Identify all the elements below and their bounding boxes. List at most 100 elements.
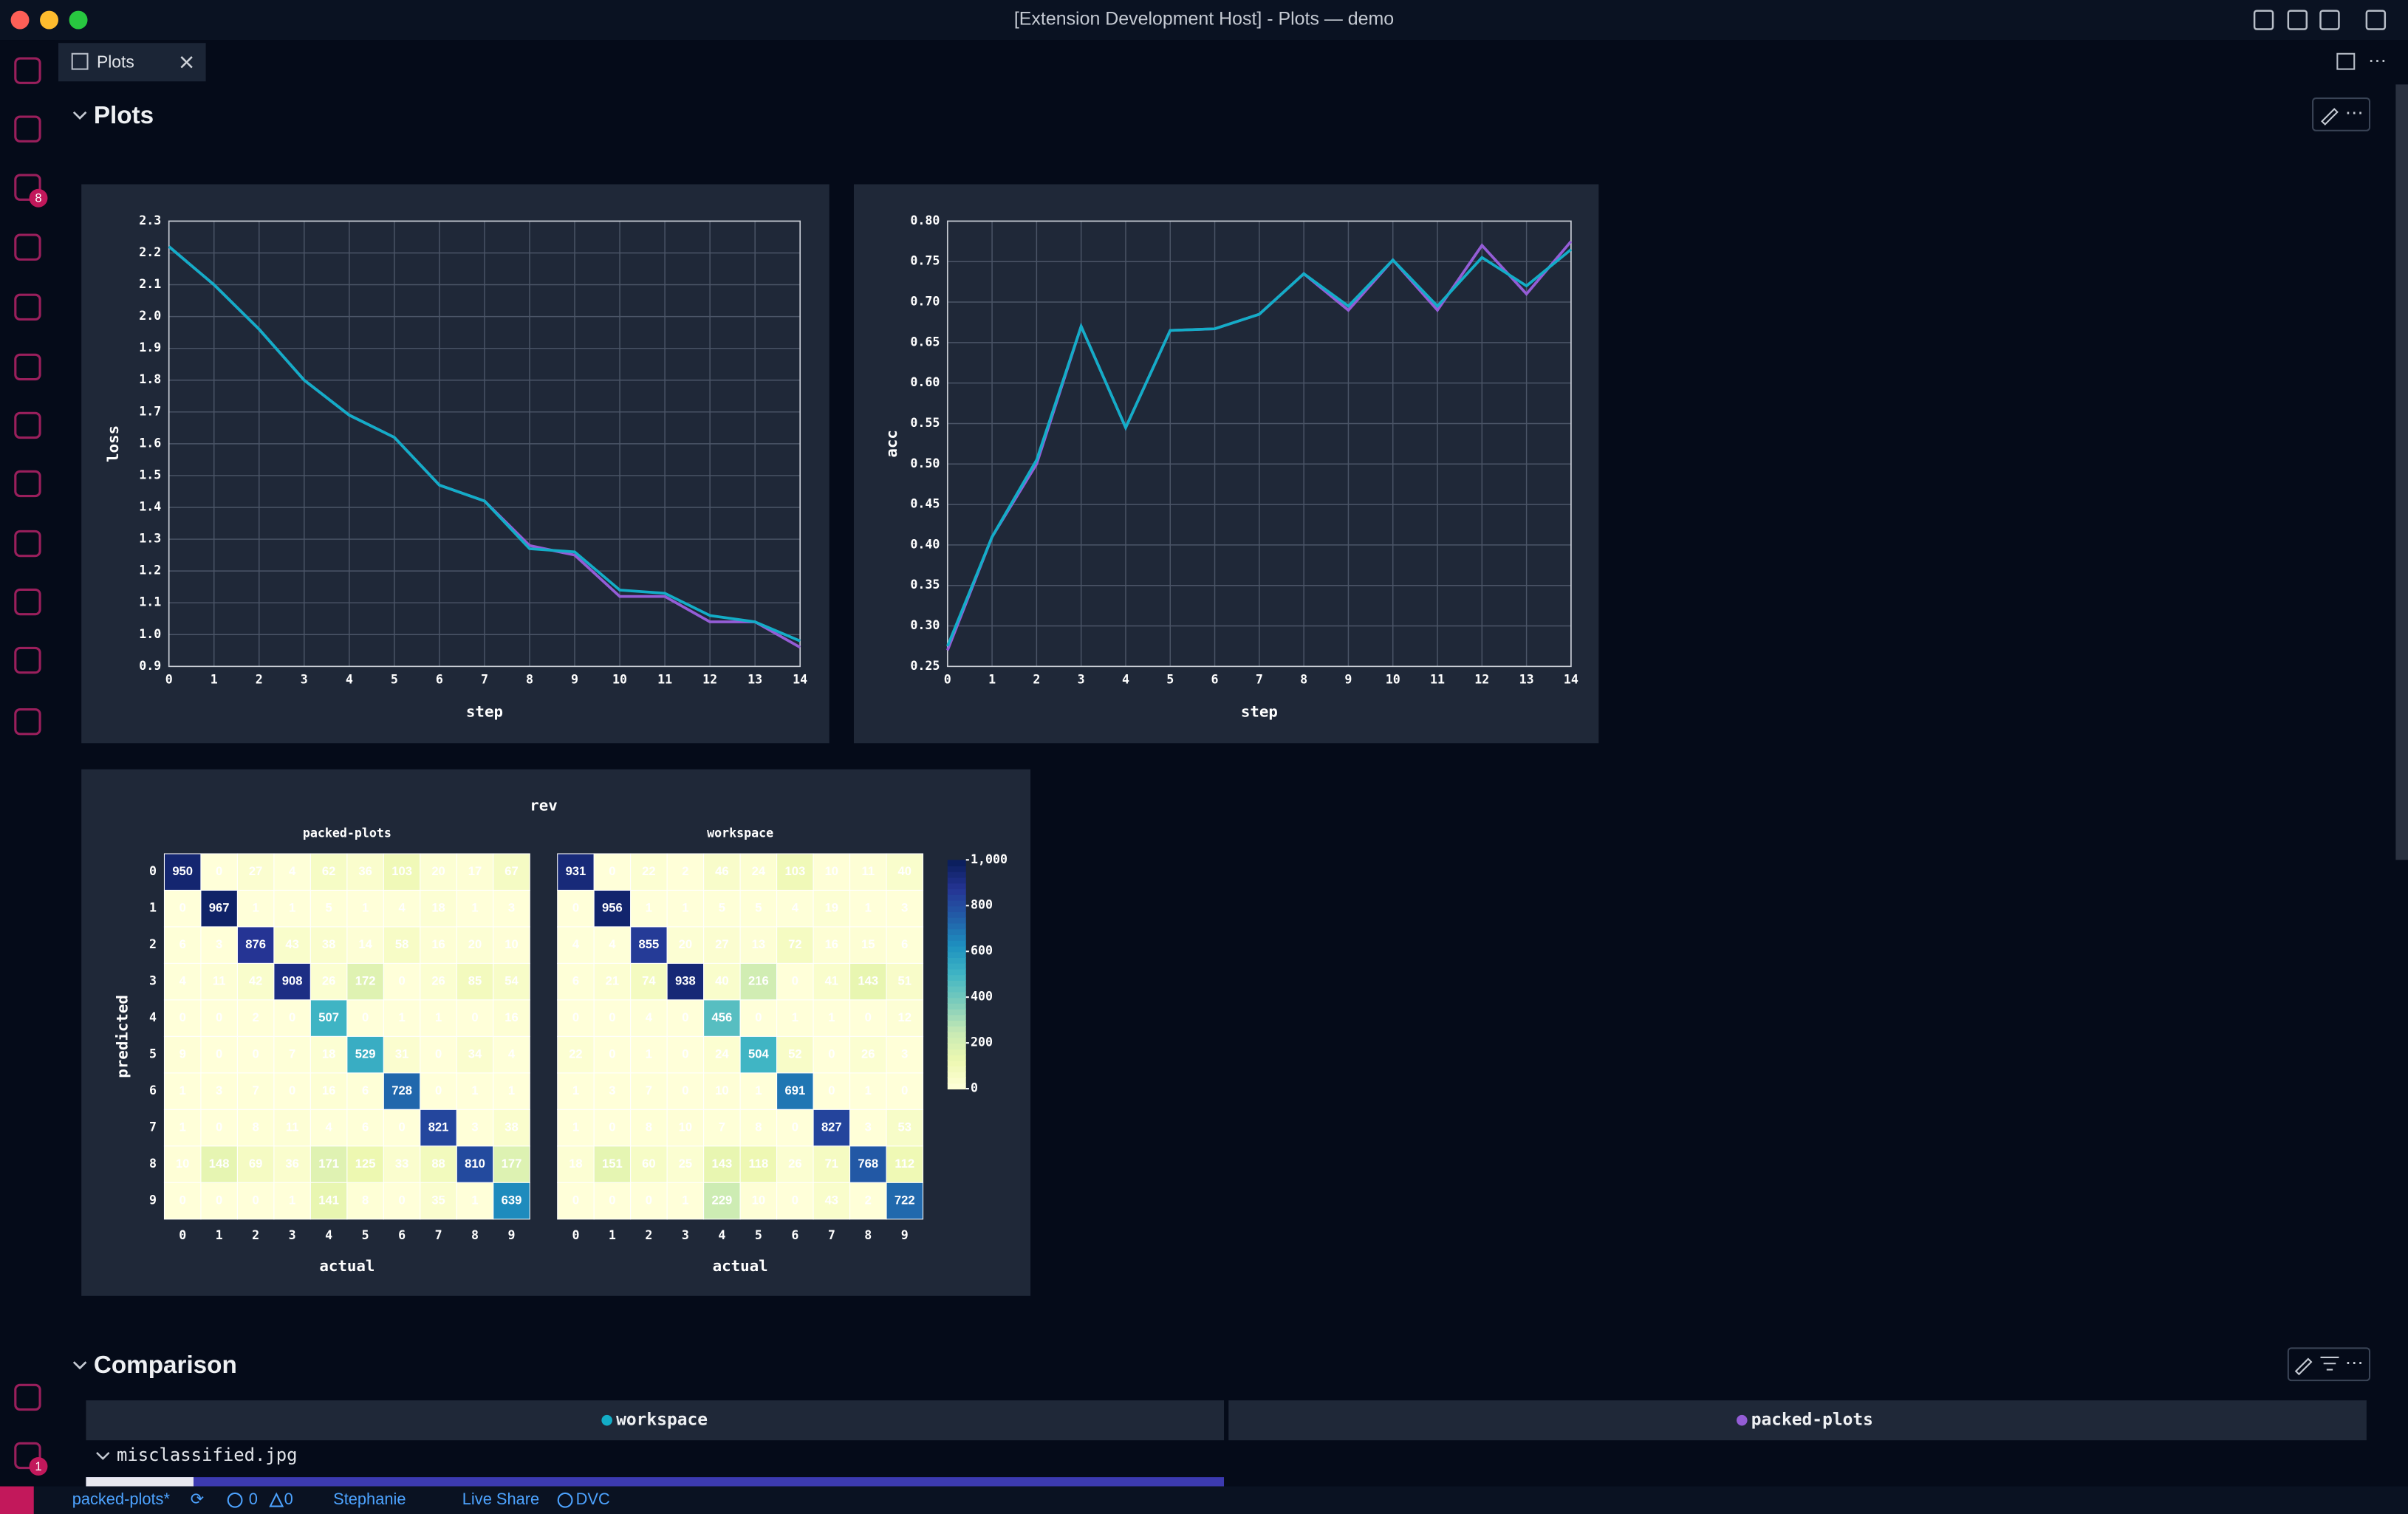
activity-icon[interactable] <box>14 57 41 84</box>
colorbar-segment <box>947 1002 966 1010</box>
edit-icon[interactable] <box>2294 1357 2313 1376</box>
heatmap-cell <box>273 999 311 1037</box>
filter-icon[interactable] <box>2320 1356 2339 1371</box>
plot-border <box>168 220 801 668</box>
cell-value: 13 <box>752 937 765 951</box>
status-live-share[interactable]: Live Share <box>462 1490 539 1508</box>
heatmap-cell <box>886 1145 924 1183</box>
minimize-window[interactable] <box>40 10 59 30</box>
heatmap-cell <box>557 962 595 1001</box>
activity-icon[interactable] <box>14 293 41 321</box>
heatmap-cell <box>200 1182 238 1220</box>
tab-close[interactable] <box>180 56 193 69</box>
toggle-panel[interactable] <box>2287 10 2308 30</box>
cell-value: 26 <box>788 1157 801 1171</box>
activity-icon[interactable] <box>14 115 41 143</box>
cell-value: 0 <box>179 1193 186 1207</box>
y-tick-label: 0.45 <box>910 497 940 511</box>
zoom-window[interactable] <box>69 10 88 30</box>
status-dvc[interactable]: DVC <box>576 1490 610 1508</box>
cell-value: 36 <box>285 1157 299 1171</box>
more-icon[interactable]: ⋯ <box>2345 1352 2364 1373</box>
cell-value: 0 <box>179 901 186 915</box>
cell-value: 507 <box>318 1010 339 1024</box>
activity-icon[interactable] <box>14 1383 41 1411</box>
collapse-chevron[interactable] <box>72 1361 87 1370</box>
status-errors[interactable]: 0 <box>249 1490 258 1508</box>
customize-layout[interactable] <box>2365 10 2387 30</box>
heatmap-cell <box>886 1182 924 1220</box>
x-tick-label: 13 <box>748 673 762 687</box>
x-tick-label: 7 <box>481 673 488 687</box>
activity-icon[interactable] <box>14 174 41 201</box>
activity-icon[interactable] <box>14 646 41 674</box>
cell-value: 0 <box>362 1010 369 1024</box>
status-warnings[interactable]: 0 <box>284 1490 293 1508</box>
badge <box>29 188 48 208</box>
cell-value: 10 <box>825 864 839 878</box>
heatmap-cell <box>593 853 632 891</box>
cell-value: 1 <box>572 1120 579 1134</box>
x-tick-label: 5 <box>391 673 398 687</box>
status-user[interactable]: Stephanie <box>333 1490 406 1508</box>
close-window[interactable] <box>10 10 30 30</box>
cell-value: 62 <box>322 864 336 878</box>
heatmap-cell <box>886 853 924 891</box>
more-icon[interactable]: ⋯ <box>2345 102 2364 123</box>
heatmap-cell <box>886 1035 924 1074</box>
cell-value: 11 <box>286 1120 299 1134</box>
heatmap-cell <box>593 1035 632 1074</box>
more-actions[interactable]: ⋯ <box>2368 50 2387 71</box>
heatmap-cell <box>200 999 238 1037</box>
heatmap-cell <box>666 1109 705 1147</box>
toggle-sidebar[interactable] <box>2253 10 2274 30</box>
activity-icon[interactable] <box>14 353 41 381</box>
toggle-secondary-sidebar[interactable] <box>2319 10 2340 30</box>
collapse-chevron[interactable] <box>72 111 87 120</box>
activity-icon[interactable] <box>14 530 41 558</box>
status-sync[interactable]: ⟳ <box>191 1490 204 1508</box>
scrollbar[interactable] <box>2395 84 2408 860</box>
x-axis-title: actual <box>713 1257 768 1275</box>
activity-icon[interactable] <box>14 708 41 736</box>
section-actions[interactable] <box>2312 97 2371 131</box>
x-tick-label: 8 <box>471 1228 479 1242</box>
x-tick-label: 4 <box>1122 673 1129 687</box>
cell-value: 8 <box>253 1120 259 1134</box>
edit-icon[interactable] <box>2321 108 2339 126</box>
heatmap-cell <box>163 1072 202 1110</box>
activity-icon[interactable] <box>14 411 41 439</box>
y-tick-label: 9 <box>149 1193 157 1208</box>
cell-value: 10 <box>752 1193 765 1207</box>
y-tick-label: 1.8 <box>139 372 161 386</box>
colorbar-label: 0 <box>971 1081 978 1095</box>
x-tick-label: 7 <box>828 1228 835 1242</box>
colorbar-segment <box>947 991 966 999</box>
activity-icon[interactable] <box>14 233 41 261</box>
split-editor[interactable] <box>2336 52 2356 70</box>
cell-value: 827 <box>821 1120 842 1134</box>
cell-value: 0 <box>253 1047 259 1061</box>
section-actions[interactable] <box>2287 1347 2371 1382</box>
activity-icon[interactable] <box>14 588 41 616</box>
cell-value: 1 <box>289 901 295 915</box>
heatmap-cell <box>630 1182 668 1220</box>
cell-value: 4 <box>326 1120 333 1134</box>
editor-tab[interactable] <box>58 43 206 82</box>
row-chevron[interactable] <box>96 1451 110 1460</box>
activity-icon[interactable] <box>14 1442 41 1470</box>
y-tick-label: 1.4 <box>139 500 161 514</box>
heatmap-cell <box>493 1109 530 1147</box>
cell-value: 0 <box>828 1083 835 1097</box>
remote-indicator[interactable] <box>0 1486 34 1514</box>
activity-icon[interactable] <box>14 470 41 498</box>
colorbar-segment <box>947 883 966 890</box>
cell-value: 810 <box>465 1157 485 1171</box>
cell-value: 3 <box>901 1047 908 1061</box>
cell-value: 171 <box>318 1157 339 1171</box>
status-branch[interactable]: packed-plots* <box>72 1490 171 1508</box>
x-tick-label: 6 <box>436 673 443 687</box>
cell-value: 19 <box>825 901 839 915</box>
column-header: workspace <box>616 1411 708 1430</box>
x-tick-label: 14 <box>793 673 807 687</box>
